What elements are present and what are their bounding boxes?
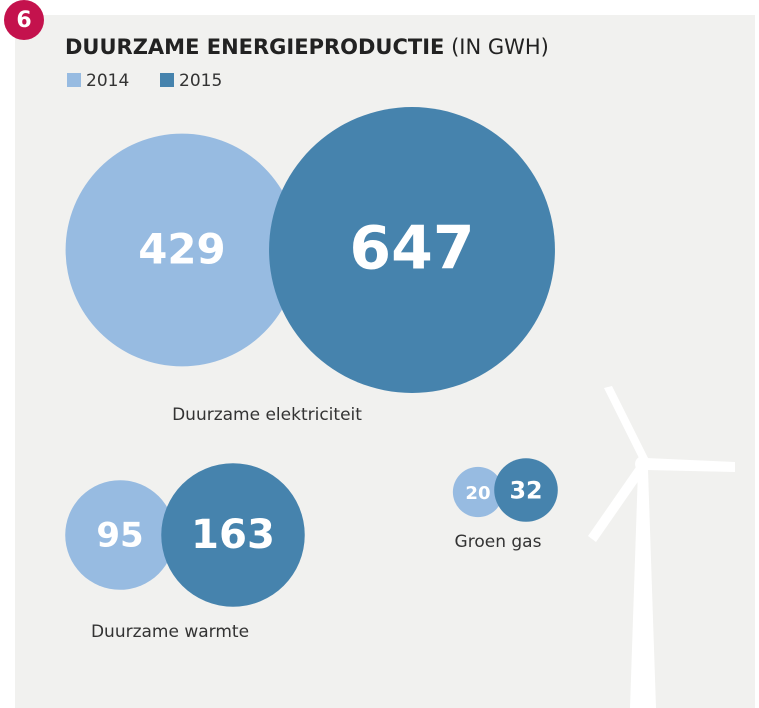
category-label: Duurzame warmte	[91, 622, 249, 642]
bubble	[161, 463, 305, 607]
legend-label: 2014	[86, 71, 129, 91]
bubble	[65, 133, 299, 367]
bubble	[494, 458, 558, 522]
value-label: 429	[138, 225, 225, 274]
wind-turbine	[588, 386, 735, 708]
value-label: 95	[96, 516, 143, 556]
title: DUURZAME ENERGIEPRODUCTIE	[65, 35, 444, 59]
turbine-tower	[630, 470, 656, 708]
category-label: Groen gas	[455, 532, 542, 552]
bubble	[269, 107, 555, 393]
badge: 6	[16, 8, 31, 33]
chart-title: DUURZAME ENERGIEPRODUCTIE (IN GWH)	[65, 35, 549, 59]
value-label: 20	[465, 483, 490, 504]
turbine-blade	[588, 464, 646, 542]
turbine-blade	[646, 458, 735, 472]
bubble	[452, 466, 504, 518]
value-label: 647	[349, 214, 474, 284]
badge-circle	[4, 0, 44, 40]
value-label: 163	[191, 512, 275, 558]
subtitle: (IN GWH)	[451, 35, 549, 59]
bubble	[65, 480, 175, 590]
value-label: 32	[509, 477, 542, 505]
category-label: Duurzame elektriciteit	[172, 405, 362, 425]
turbine-blade	[604, 386, 648, 460]
legend-swatch	[67, 73, 81, 87]
turbine-hub	[635, 456, 651, 472]
legend-label: 2015	[179, 71, 222, 91]
legend-swatch	[160, 73, 174, 87]
